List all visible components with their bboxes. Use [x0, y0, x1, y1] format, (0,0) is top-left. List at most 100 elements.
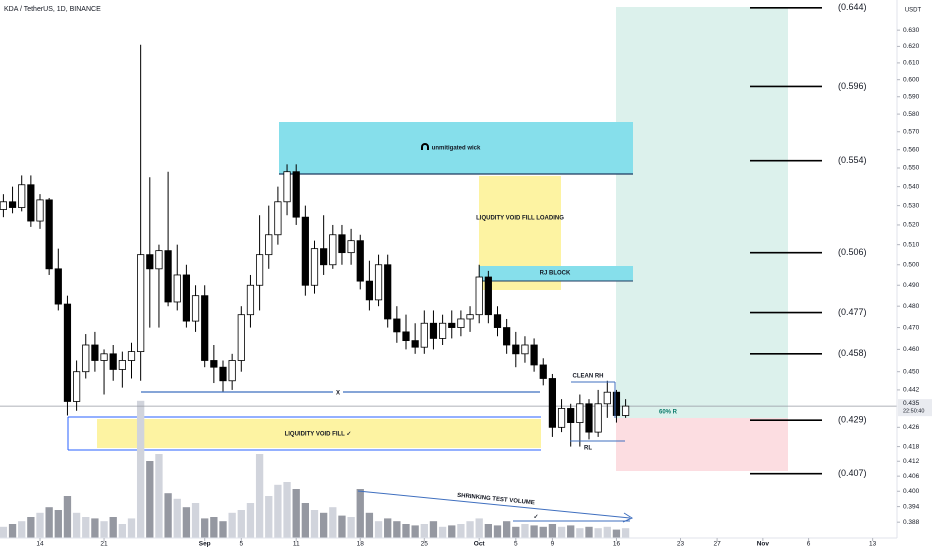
volume-bar	[36, 512, 44, 538]
y-tick-label: 0.426	[903, 424, 920, 431]
volume-bar	[521, 524, 529, 538]
profit-zone	[616, 7, 788, 418]
volume-bar	[100, 521, 108, 538]
candle-body	[475, 276, 483, 316]
annotation: ✓	[533, 515, 538, 521]
level-label: (0.458)	[838, 348, 867, 358]
candle-body	[237, 314, 245, 361]
volume-bar	[91, 518, 99, 538]
candle-body	[374, 264, 383, 301]
level-label: (0.407)	[838, 468, 867, 478]
candle-body	[521, 344, 529, 355]
candle-body	[100, 353, 108, 361]
volume-bar	[146, 461, 154, 538]
void-fill-zone	[97, 419, 541, 448]
y-tick-label: 0.406	[903, 473, 920, 480]
price-box	[898, 399, 932, 417]
volume-bar	[292, 489, 300, 538]
volume-bar	[374, 521, 383, 538]
volume-bar	[365, 512, 374, 538]
volume-bar	[393, 521, 401, 538]
candle-body	[127, 351, 136, 361]
candle-body	[512, 344, 520, 355]
annotation: RJ BLOCK	[540, 271, 571, 277]
y-tick-label: 0.550	[903, 165, 920, 172]
candle-body	[283, 171, 291, 203]
y-tick-label: 0.388	[903, 519, 920, 526]
candle-body	[484, 276, 492, 316]
candle-body	[310, 248, 319, 286]
y-tick-label: 0.540	[903, 183, 920, 190]
volume-bar	[274, 484, 282, 538]
y-tick-label: 0.418	[903, 443, 920, 450]
volume-bar	[548, 524, 557, 538]
y-tick-label: 0.630	[903, 27, 920, 34]
volume-bar	[18, 521, 26, 538]
label-bg	[333, 388, 343, 397]
candle-body	[320, 248, 328, 266]
annotation: CLEAN RH	[573, 374, 604, 380]
volume-bar	[557, 526, 566, 538]
x-tick-label: 9	[551, 541, 555, 548]
volume-bar	[8, 524, 17, 538]
volume-bar	[329, 507, 337, 538]
x-tick-label: Nov	[757, 541, 770, 548]
volume-bar	[319, 512, 328, 538]
candle-body	[365, 280, 374, 301]
candle-body	[164, 250, 172, 303]
candle-body	[201, 295, 209, 361]
annotation: unmitigated wick	[432, 146, 481, 152]
annotation: 60% R	[659, 410, 678, 416]
currency: USDT	[905, 8, 922, 14]
candle-body	[585, 403, 593, 433]
volume-bar	[283, 482, 291, 538]
candle-body	[274, 201, 282, 236]
wick-zone	[279, 122, 633, 174]
candle-body	[503, 327, 511, 346]
candle-body	[0, 201, 8, 210]
candle-body	[393, 318, 401, 333]
candle-body	[137, 254, 145, 353]
volume-bar	[484, 524, 493, 538]
volume-bar	[338, 515, 346, 538]
candle-body	[457, 318, 465, 328]
candle-body	[466, 314, 474, 320]
volume-bar	[402, 524, 410, 538]
candle-body	[411, 340, 419, 348]
drawings-front: unmitigated wick LIQUDITY VOID FILL LOAD…	[141, 2, 867, 523]
candle-body	[621, 405, 630, 416]
candle-body	[356, 240, 364, 282]
level-label: (0.429)	[838, 415, 867, 425]
y-tick-label: 0.580	[903, 111, 920, 118]
volume-bar	[173, 498, 181, 538]
y-tick-label: 0.530	[903, 202, 920, 209]
x-tick-label: 13	[869, 541, 877, 548]
volume-bar	[164, 493, 172, 538]
candle-body	[109, 353, 117, 370]
candle-body	[8, 201, 17, 208]
volume-bar	[63, 496, 72, 538]
x-tick-label: 18	[357, 541, 365, 548]
annotation: LIQUDITY VOID FILL LOADING	[476, 216, 564, 222]
candle-body	[45, 199, 53, 270]
candle-body	[155, 250, 163, 270]
volume-bar	[384, 518, 392, 538]
level-label: (0.554)	[838, 155, 867, 165]
y-tick-label: 0.590	[903, 93, 920, 100]
volume-bar	[246, 503, 255, 538]
candle-body	[493, 314, 502, 328]
volume-bar	[530, 525, 538, 538]
y-tick-label: 0.610	[903, 60, 920, 67]
volume-bar	[438, 526, 447, 538]
annotation: RL	[584, 446, 592, 452]
candle-body	[530, 344, 538, 366]
chart-title: KDA / TetherUS, 1D, BINANCE	[4, 6, 101, 13]
volume-bar	[301, 503, 310, 538]
y-tick-label: 0.450	[903, 368, 920, 375]
level-label: (0.477)	[838, 307, 867, 317]
candle-body	[338, 234, 346, 254]
candle-body	[301, 216, 309, 286]
volume-bar	[603, 526, 611, 538]
candle-body	[557, 408, 566, 428]
annotation: X	[336, 391, 340, 397]
